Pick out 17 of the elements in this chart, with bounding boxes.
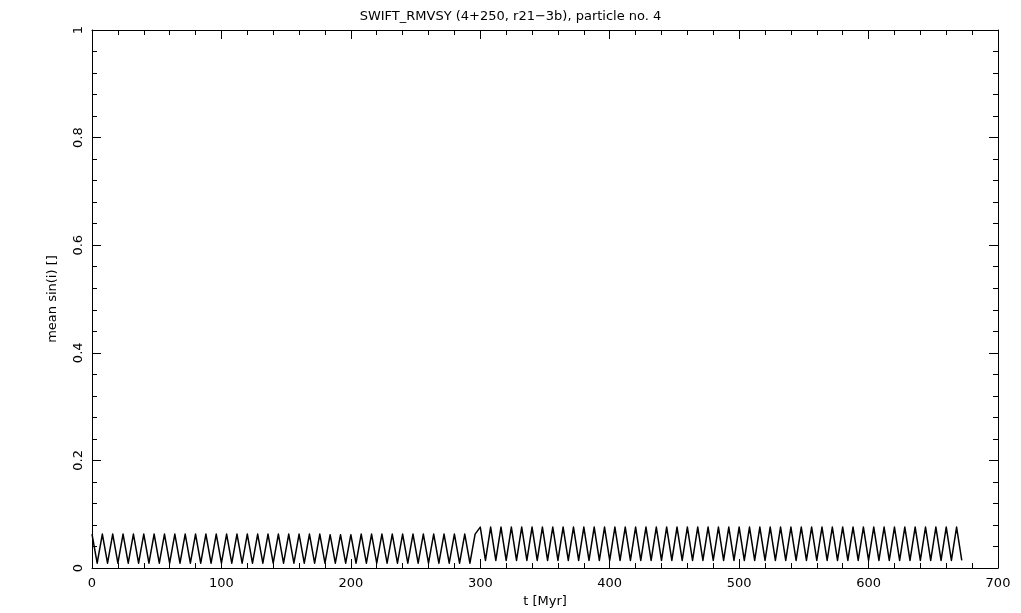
x-tick-label: 700 [985, 575, 1011, 590]
x-tick-label: 500 [726, 575, 752, 590]
y-tick-label: 0.2 [70, 450, 85, 471]
chart-title: SWIFT_RMVSY (4+250, r21−3b), particle no. 4 [359, 8, 662, 23]
y-tick-label: 0.8 [70, 127, 85, 148]
x-tick-label: 400 [597, 575, 623, 590]
y-tick-label: 0.6 [70, 234, 85, 256]
x-tick-label: 100 [209, 575, 234, 590]
x-axis-title: t [Myr] [523, 592, 567, 608]
y-axis-title: mean sin(i) [] [44, 255, 59, 343]
x-tick-label: 200 [338, 575, 364, 590]
x-tick-label: 0 [87, 575, 97, 590]
y-tick-label: 0.4 [70, 342, 85, 364]
y-tick-label: 1 [70, 25, 85, 35]
y-tick-label: 0 [70, 563, 85, 573]
x-tick-label: 300 [467, 575, 493, 590]
x-tick-label: 600 [856, 575, 881, 590]
